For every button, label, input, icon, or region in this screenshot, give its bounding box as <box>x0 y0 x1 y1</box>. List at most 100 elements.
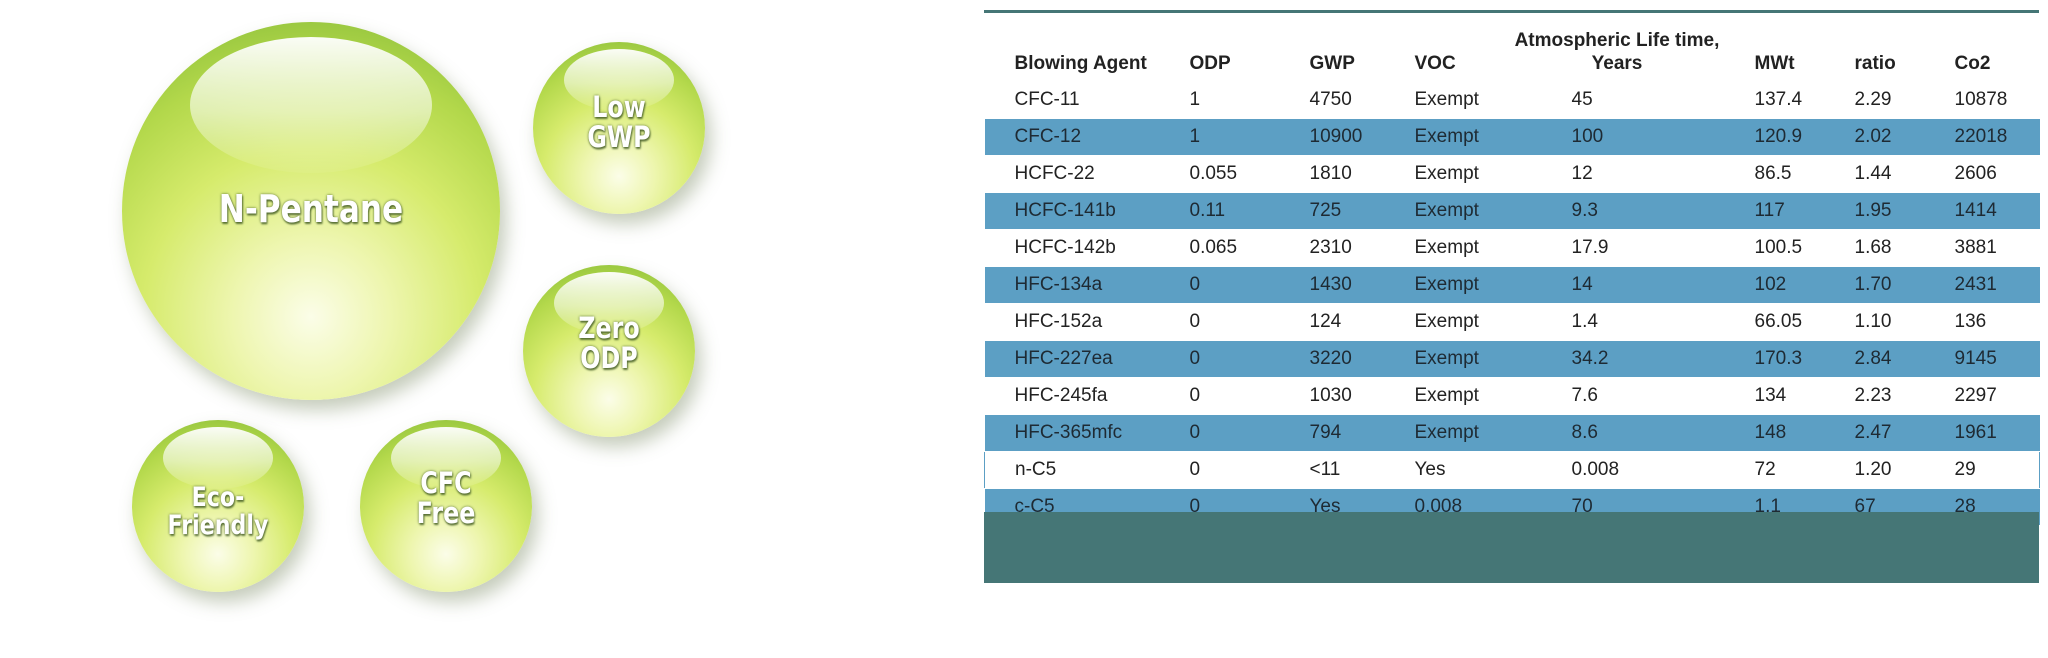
table-cell: 120.9 <box>1724 118 1825 156</box>
blowing-agent-table-panel: Blowing Agent ODP GWP VOC Atmospheric Li… <box>984 10 2040 583</box>
table-cell: n-C5 <box>984 451 1160 489</box>
table-cell: 137.4 <box>1724 82 1825 119</box>
table-cell: 0.11 <box>1159 192 1280 230</box>
table-cell: 86.5 <box>1724 155 1825 193</box>
column-header: MWt <box>1754 53 1795 75</box>
bubble-gloss <box>390 426 502 489</box>
table-cell: 12 <box>1509 155 1725 193</box>
table-cell: 1.10 <box>1824 303 1925 341</box>
table-cell: 148 <box>1724 414 1825 452</box>
bubble-gloss <box>162 426 274 489</box>
table-cell: 1.95 <box>1824 192 1925 230</box>
table-cell: Exempt <box>1384 118 1510 156</box>
table-cell: Exempt <box>1384 192 1510 230</box>
table-cell: 1 <box>1159 82 1280 119</box>
table-footer-band <box>984 512 2039 583</box>
table-cell: 7.6 <box>1509 377 1725 415</box>
table-cell: 794 <box>1279 414 1385 452</box>
column-header: VOC <box>1414 53 1456 75</box>
table-cell: 34.2 <box>1509 340 1725 378</box>
table-cell: 1430 <box>1279 266 1385 304</box>
table-cell: 2.84 <box>1824 340 1925 378</box>
table-cell: 2.02 <box>1824 118 1925 156</box>
table-cell: 1.20 <box>1824 451 1925 489</box>
table-cell: 17.9 <box>1509 229 1725 267</box>
table-cell: 1030 <box>1279 377 1385 415</box>
table-cell: Exempt <box>1384 155 1510 193</box>
bubble-label-cfc-free: CFC Free <box>416 466 476 531</box>
table-cell: 2.23 <box>1824 377 1925 415</box>
table-cell: 1 <box>1159 118 1280 156</box>
table-cell: 1.68 <box>1824 229 1925 267</box>
table-cell: 9.3 <box>1509 192 1725 230</box>
table-cell: 1.44 <box>1824 155 1925 193</box>
table-row: HFC-245fa 0 1030 Exempt 7.6 134 2.23 2297 <box>984 377 2040 415</box>
table-row: HCFC-141b 0.11 725 Exempt 9.3 117 1.95 1414 <box>984 192 2040 230</box>
table-cell: 0.055 <box>1159 155 1280 193</box>
column-header: ODP <box>1189 53 1231 75</box>
table-row: HFC-227ea 0 3220 Exempt 34.2 170.3 2.84 9145 <box>984 340 2040 378</box>
table-cell: 0 <box>1159 377 1280 415</box>
zero-odp-bubble: Zero ODP <box>523 265 695 437</box>
bubble-gloss <box>553 271 665 334</box>
table-cell: 134 <box>1724 377 1825 415</box>
table-cell: Exempt <box>1384 414 1510 452</box>
table-cell: 0.008 <box>1509 451 1725 489</box>
table-cell: CFC-12 <box>984 118 1160 156</box>
table-cell: Yes <box>1384 451 1510 489</box>
table-cell: <11 <box>1279 451 1385 489</box>
table-cell: 0 <box>1159 340 1280 378</box>
table-cell: 2.29 <box>1824 82 1925 119</box>
table-row: HFC-152a 0 124 Exempt 1.4 66.05 1.10 136 <box>984 303 2040 341</box>
bubble-label-zero-odp: Zero ODP <box>578 311 640 376</box>
blowing-agent-table: Blowing Agent ODP GWP VOC Atmospheric Li… <box>984 13 2040 526</box>
table-cell: 72 <box>1724 451 1825 489</box>
table-cell: HCFC-22 <box>984 155 1160 193</box>
column-header: ratio <box>1854 53 1896 75</box>
table-cell: 725 <box>1279 192 1385 230</box>
table-cell: 4750 <box>1279 82 1385 119</box>
bubble-label-eco-friendly: Eco-Friendly <box>167 482 269 542</box>
table-cell: 0.065 <box>1159 229 1280 267</box>
table-cell: HFC-227ea <box>984 340 1160 378</box>
table-row: HCFC-22 0.055 1810 Exempt 12 86.5 1.44 2606 <box>984 155 2040 193</box>
table-cell: Exempt <box>1384 82 1510 119</box>
table-cell: 2431 <box>1924 266 2040 304</box>
table-cell: HCFC-142b <box>984 229 1160 267</box>
table-cell: 9145 <box>1924 340 2040 378</box>
bubble-label-low-gwp: Low GWP <box>587 90 651 155</box>
table-cell: Exempt <box>1384 266 1510 304</box>
table-cell: 2297 <box>1924 377 2040 415</box>
bubble-gloss <box>563 48 675 111</box>
table-header-row: Blowing Agent ODP GWP VOC Atmospheric Li… <box>985 13 2040 82</box>
table-cell: 14 <box>1509 266 1725 304</box>
low-gwp-bubble: Low GWP <box>533 42 705 214</box>
table-cell: HFC-365mfc <box>984 414 1160 452</box>
table-cell: 10900 <box>1279 118 1385 156</box>
table-cell: HFC-245fa <box>984 377 1160 415</box>
table-cell: 100.5 <box>1724 229 1825 267</box>
table-cell: 45 <box>1509 82 1725 119</box>
table-cell: Exempt <box>1384 303 1510 341</box>
bubble-label-n-pentane: N-Pentane <box>218 187 404 231</box>
table-cell: 0 <box>1159 451 1280 489</box>
table-body: CFC-11 1 4750 Exempt 45 137.4 2.29 10878 CFC-12 1… <box>984 82 2040 526</box>
column-header: Blowing Agent <box>1014 53 1147 75</box>
table-row: CFC-12 1 10900 Exempt 100 120.9 2.02 22018 <box>984 118 2040 156</box>
table-cell: 170.3 <box>1724 340 1825 378</box>
table-row: CFC-11 1 4750 Exempt 45 137.4 2.29 10878 <box>984 82 2040 119</box>
n-pentane-bubble: N-Pentane <box>122 22 500 400</box>
table-cell: 29 <box>1924 451 2040 489</box>
table-cell: CFC-11 <box>984 82 1160 119</box>
eco-friendly-bubble: Eco-Friendly <box>132 420 304 592</box>
table-cell: 1.70 <box>1824 266 1925 304</box>
column-header: Co2 <box>1954 53 1991 75</box>
table-cell: 1810 <box>1279 155 1385 193</box>
table-cell: 3220 <box>1279 340 1385 378</box>
table-cell: 2606 <box>1924 155 2040 193</box>
table-row: HFC-365mfc 0 794 Exempt 8.6 148 2.47 1961 <box>984 414 2040 452</box>
cfc-free-bubble: CFC Free <box>360 420 532 592</box>
table-cell: 102 <box>1724 266 1825 304</box>
table-cell: Exempt <box>1384 340 1510 378</box>
table-cell: 0 <box>1159 414 1280 452</box>
